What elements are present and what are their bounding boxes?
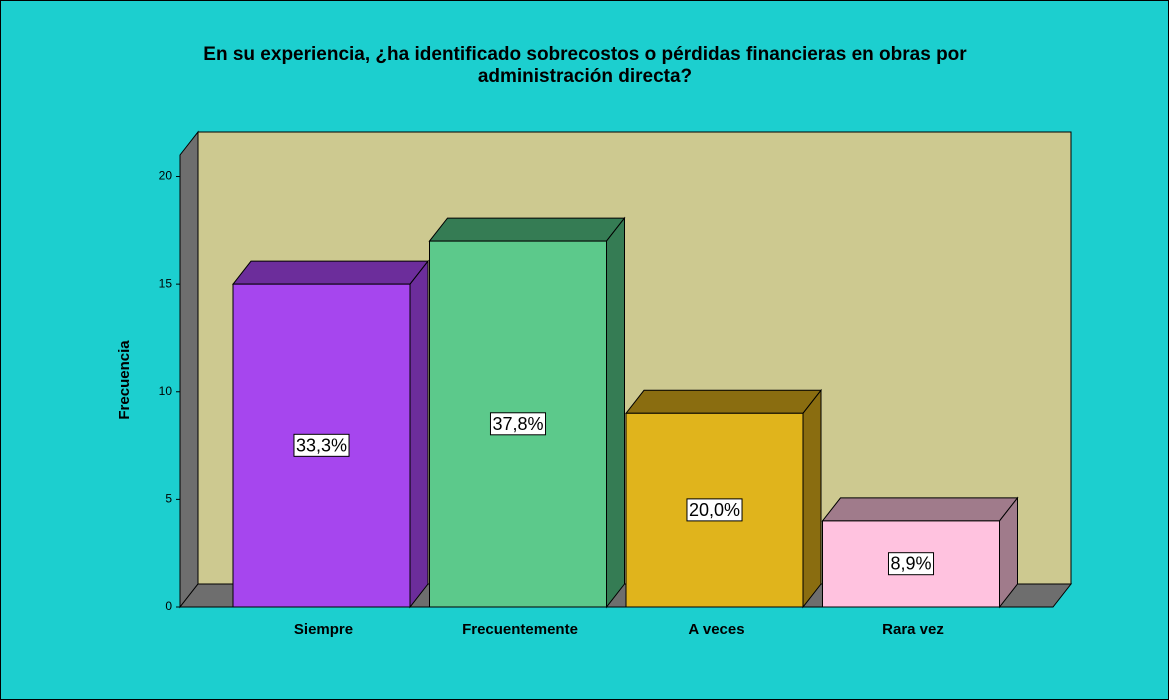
data-label: 20,0%	[689, 500, 740, 520]
y-tick-label: 15	[159, 276, 173, 290]
data-label: 37,8%	[492, 414, 543, 434]
bar-side	[606, 216, 625, 609]
data-label: 8,9%	[890, 554, 931, 574]
bar-side	[802, 388, 822, 609]
y-tick-label: 10	[159, 384, 173, 398]
y-axis-label: Frecuencia	[116, 340, 133, 420]
bar	[822, 520, 1000, 608]
y-tick-label: 0	[165, 599, 172, 613]
bar-top	[231, 260, 430, 285]
x-tick-label: Siempre	[294, 621, 353, 638]
data-label-box	[293, 433, 350, 457]
bar-top	[624, 389, 823, 414]
y-tick-label: 20	[159, 169, 173, 183]
bar-side	[409, 259, 429, 609]
chart-title: En su experiencia, ¿ha identificado sobr…	[203, 44, 967, 87]
data-label-box	[489, 412, 547, 436]
data-label-box	[887, 552, 935, 576]
x-tick-label: Frecuentemente	[462, 621, 578, 638]
bar-top	[821, 497, 1019, 522]
x-tick-label: A veces	[688, 621, 744, 638]
y-tick-label: 5	[165, 492, 172, 506]
data-label-box	[686, 498, 743, 522]
left-wall	[179, 130, 199, 609]
bar-top	[428, 217, 626, 242]
x-tick-label: Rara vez	[882, 621, 944, 638]
data-label: 33,3%	[296, 435, 347, 455]
